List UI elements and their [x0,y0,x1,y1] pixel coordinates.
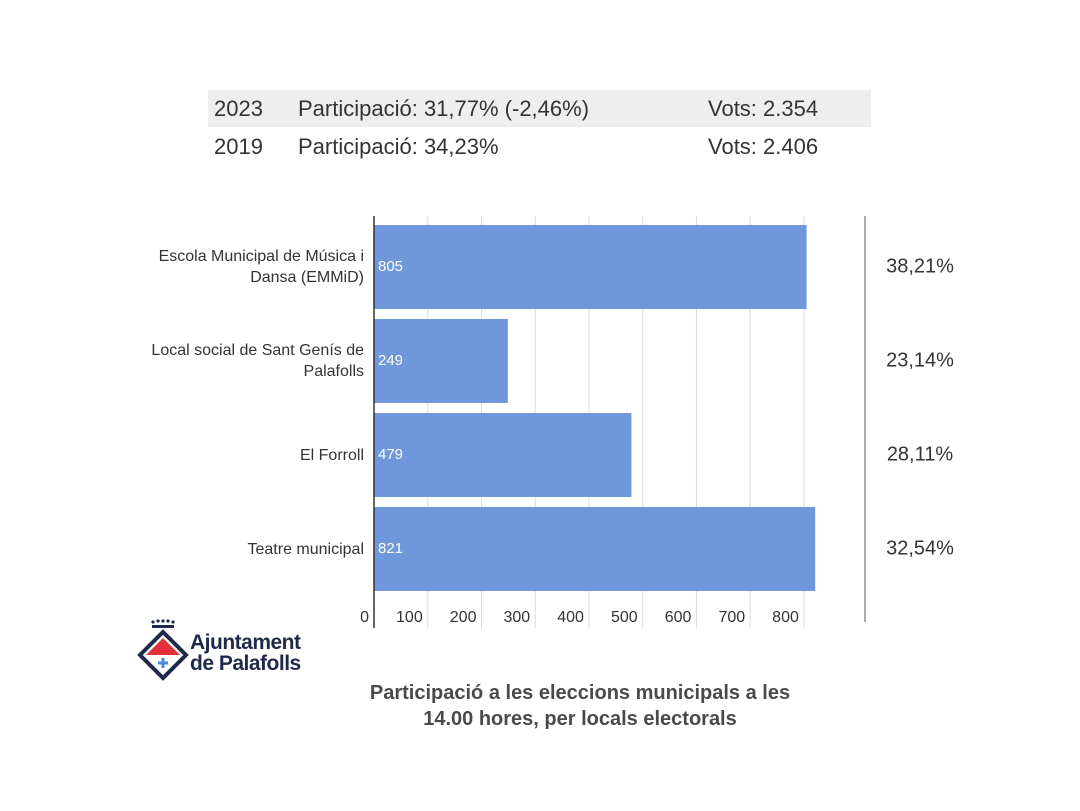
y-tick-label: El Forroll [299,446,364,464]
x-tick-label: 0 [360,609,369,626]
value-label: 249 [378,352,403,369]
table-cell: Vots: 2.354 [708,96,819,121]
x-tick-label: 800 [772,609,799,626]
value-label: 821 [378,540,403,557]
logo-line: de Palafolls [190,652,301,675]
table-cell: Vots: 2.406 [708,134,819,159]
y-tick-label: Local social de Sant Genís de Palafolls [151,342,364,380]
x-tick-label: 500 [611,609,638,626]
table-cell: Participació: 31,77% (-2,46%) [298,96,590,121]
bar [374,507,816,591]
participation-label: 38,21% [886,255,954,277]
participation-label: 23,14% [886,349,954,371]
participation-label: 28,11% [887,443,954,465]
x-tick-label: 400 [557,609,584,626]
table-cell: 2019 [214,134,263,159]
logo-emblem [137,619,189,681]
logo-line: Ajuntament [190,631,301,654]
x-tick-label: 100 [396,609,423,626]
value-label: 805 [378,258,403,275]
table-cell: 2023 [214,96,263,121]
table-cell: Participació: 34,23% [298,134,499,159]
y-tick-label: Escola Municipal de Música i Dansa (EMMi… [158,248,364,286]
value-label: 479 [378,446,403,463]
y-tick-label: Teatre municipal [247,540,365,558]
bar [374,413,632,497]
chart-title: Participació a les eleccions municipals … [369,682,791,730]
logo-text: Ajuntament de Palafolls [190,632,301,674]
bar [374,319,508,403]
bar [374,225,807,309]
x-tick-label: 600 [665,609,692,626]
x-tick-label: 300 [504,609,531,626]
participation-label: 32,54% [886,537,954,559]
row-bg [208,90,871,127]
x-tick-label: 200 [450,609,477,626]
x-tick-label: 700 [718,609,745,626]
